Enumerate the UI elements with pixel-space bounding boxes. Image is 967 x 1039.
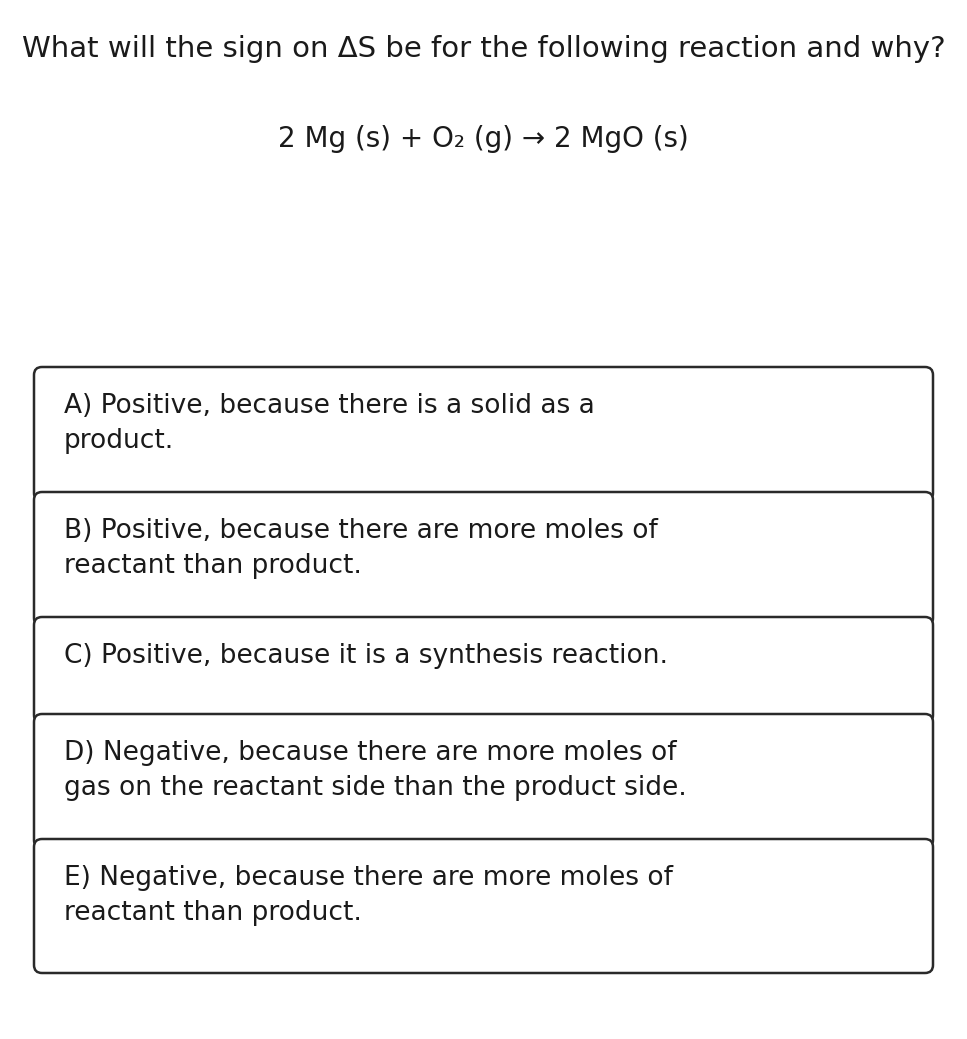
Text: E) Negative, because there are more moles of
reactant than product.: E) Negative, because there are more mole… [64, 865, 673, 926]
FancyBboxPatch shape [34, 840, 933, 973]
FancyBboxPatch shape [34, 367, 933, 501]
Text: A) Positive, because there is a solid as a
product.: A) Positive, because there is a solid as… [64, 393, 595, 454]
FancyBboxPatch shape [34, 714, 933, 848]
Text: D) Negative, because there are more moles of
gas on the reactant side than the p: D) Negative, because there are more mole… [64, 740, 687, 801]
Text: B) Positive, because there are more moles of
reactant than product.: B) Positive, because there are more mole… [64, 518, 658, 579]
Text: C) Positive, because it is a synthesis reaction.: C) Positive, because it is a synthesis r… [64, 643, 668, 669]
FancyBboxPatch shape [34, 492, 933, 627]
FancyBboxPatch shape [34, 617, 933, 723]
Text: 2 Mg (s) + O₂ (g) → 2 MgO (s): 2 Mg (s) + O₂ (g) → 2 MgO (s) [278, 125, 689, 153]
Text: What will the sign on ΔS be for the following reaction and why?: What will the sign on ΔS be for the foll… [21, 35, 946, 63]
